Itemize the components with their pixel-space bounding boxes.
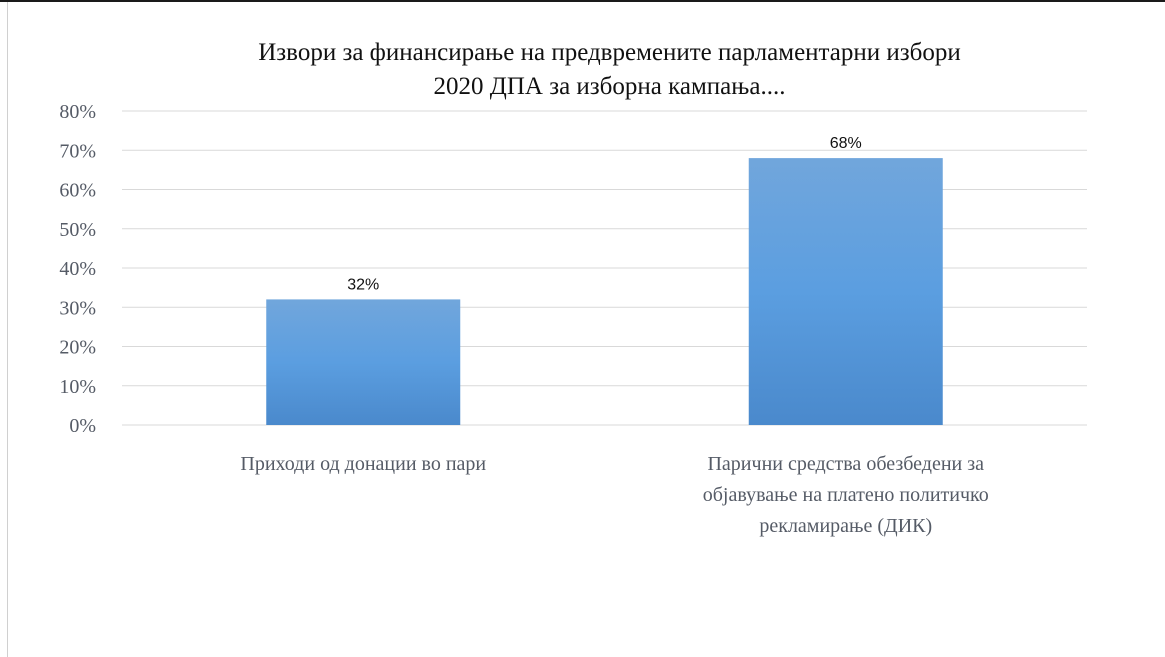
left-border-line — [7, 2, 8, 657]
y-tick-label: 0% — [69, 415, 96, 437]
y-tick-label: 50% — [59, 219, 96, 241]
chart-title: Извори за финансирање на предвремените п… — [258, 39, 960, 100]
y-tick-label: 60% — [59, 180, 96, 202]
data-label: 32% — [347, 276, 379, 293]
bars — [266, 158, 943, 425]
y-tick-label: 70% — [59, 140, 96, 162]
x-category-label: Приходи од донации во пари — [240, 453, 486, 475]
y-tick-label: 10% — [59, 376, 96, 398]
y-tick-label: 30% — [59, 297, 96, 319]
x-category-label: Парични средства обезбедени за — [707, 453, 984, 475]
bar — [266, 299, 461, 425]
top-border-line — [0, 0, 1165, 2]
x-axis-categories: Приходи од донации во пари Парични средст… — [240, 453, 988, 537]
chart-title-line: Извори за финансирање на предвремените п… — [258, 39, 960, 66]
data-labels: 32% 68% — [347, 135, 862, 293]
y-tick-label: 40% — [59, 258, 96, 280]
data-label: 68% — [830, 135, 862, 152]
bar — [748, 158, 943, 425]
y-axis-ticks: 0% 10% 20% 30% 40% 50% 60% 70% 80% — [59, 101, 96, 437]
y-tick-label: 80% — [59, 101, 96, 123]
chart-title-line: 2020 ДПА за изборна кампања.... — [434, 73, 786, 100]
x-category-label: објавување на платено политичко — [703, 484, 989, 506]
y-tick-label: 20% — [59, 337, 96, 359]
x-category-label: рекламирање (ДИК) — [759, 515, 932, 537]
